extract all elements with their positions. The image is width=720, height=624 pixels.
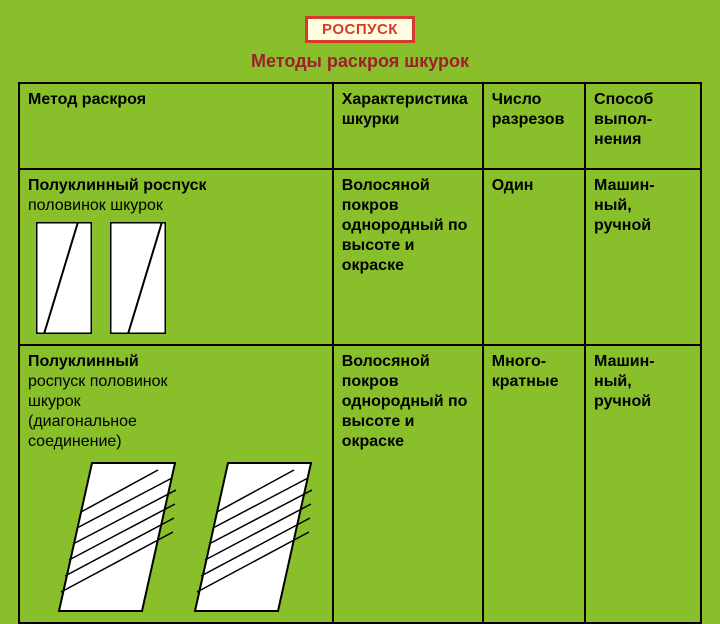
cell-characteristic: Волосяной покров однородный по высоте и … [333, 345, 483, 623]
col-method: Метод раскроя [19, 83, 333, 169]
cell-execution: Машин-ный, ручной [585, 169, 701, 345]
method-title: Полуклинный роспуск [28, 177, 207, 194]
col-cuts: Число разрезов [483, 83, 585, 169]
method-subtitle: роспуск половинок шкурок (диагональное с… [28, 372, 178, 452]
parallelogram-diagram-icon [58, 462, 176, 612]
methods-table: Метод раскроя Характеристика шкурки Числ… [18, 82, 702, 624]
title-badge: РОСПУСК [305, 16, 415, 43]
method-title: Полуклинный [28, 353, 139, 370]
subtitle: Методы раскроя шкурок [18, 51, 702, 72]
diagram-row2 [58, 462, 324, 612]
diagram-row1 [36, 222, 324, 334]
table-row: Полуклинный роспуск половинок шкурок (ди… [19, 345, 701, 623]
method-subtitle: половинок шкурок [28, 196, 324, 216]
table-header-row: Метод раскроя Характеристика шкурки Числ… [19, 83, 701, 169]
cell-characteristic: Волосяной покров однородный по высоте и … [333, 169, 483, 345]
panel-diagram-icon [110, 222, 166, 334]
cell-execution: Машин-ный, ручной [585, 345, 701, 623]
cell-method: Полуклинный роспуск половинок шкурок [19, 169, 333, 345]
parallelogram-diagram-icon [194, 462, 312, 612]
cell-method: Полуклинный роспуск половинок шкурок (ди… [19, 345, 333, 623]
cell-cuts: Много-кратные [483, 345, 585, 623]
table-row: Полуклинный роспуск половинок шкурок Вол… [19, 169, 701, 345]
col-execution: Способ выпол-нения [585, 83, 701, 169]
panel-diagram-icon [36, 222, 92, 334]
col-characteristic: Характеристика шкурки [333, 83, 483, 169]
cell-cuts: Один [483, 169, 585, 345]
